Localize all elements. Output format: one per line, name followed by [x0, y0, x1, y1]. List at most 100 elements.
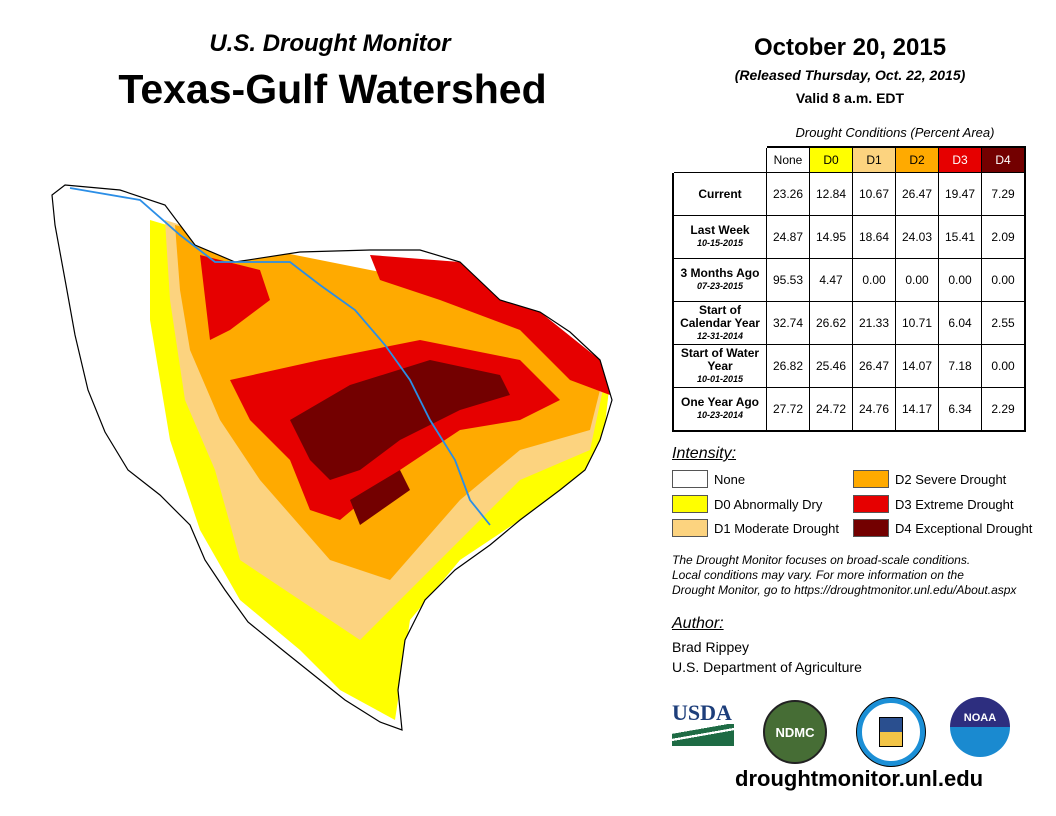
table-cell: 26.82	[766, 344, 810, 388]
noaa-logo-text: NOAA	[963, 712, 997, 724]
table-cell: 14.95	[809, 215, 853, 259]
table-cell: 10.67	[852, 172, 896, 216]
table-cell: 19.47	[938, 172, 982, 216]
table-row: One Year Ago 10-23-2014 27.72 24.72 24.76 14.…	[672, 387, 1026, 432]
row-label-text: Last Week	[690, 223, 750, 237]
table-row: Last Week 10-15-2015 24.87 14.95 18.64 24.03 1…	[672, 215, 1026, 259]
author-org: U.S. Department of Agriculture	[672, 659, 862, 675]
legend-item-none: None	[672, 470, 745, 488]
ndmc-logo-text: NDMC	[775, 724, 815, 740]
row-label: Start of Water Year 10-01-2015	[672, 344, 767, 388]
watershed-map	[51, 184, 613, 731]
table-row: Start of Water Year 10-01-2015 26.82 25.46 2…	[672, 344, 1026, 388]
table-cell: 7.18	[938, 344, 982, 388]
col-d4: D4	[981, 146, 1026, 173]
note-line: The Drought Monitor focuses on broad-sca…	[672, 553, 971, 567]
noaa-logo: NOAA	[950, 697, 1010, 757]
table-cell: 24.76	[852, 387, 896, 432]
table-cell: 26.47	[852, 344, 896, 388]
row-date: 10-23-2014	[696, 410, 744, 420]
table-cell: 2.29	[981, 387, 1026, 432]
table-cell: 24.87	[766, 215, 810, 259]
table-cell: 0.00	[981, 258, 1026, 302]
drought-conditions-table: None D0 D1 D2 D3 D4 Current 23.26 12.84 10.…	[672, 146, 1026, 432]
col-none: None	[766, 146, 810, 173]
row-date: 10-01-2015	[696, 373, 744, 384]
table-cell: 21.33	[852, 301, 896, 345]
website-link[interactable]: droughtmonitor.unl.edu	[735, 766, 984, 791]
table-cell: 10.71	[895, 301, 939, 345]
row-label-text: One Year Ago	[680, 395, 760, 409]
legend-label: D0 Abnormally Dry	[714, 496, 823, 512]
table-cell: 6.04	[938, 301, 982, 345]
col-d0: D0	[809, 146, 853, 173]
table-cell: 95.53	[766, 258, 810, 302]
table-cell: 14.07	[895, 344, 939, 388]
row-label: Last Week 10-15-2015	[672, 215, 767, 259]
table-cell: 32.74	[766, 301, 810, 345]
table-cell: 0.00	[938, 258, 982, 302]
commerce-seal-logo	[857, 698, 925, 766]
legend-label: D4 Exceptional Drought	[895, 520, 1033, 536]
table-cell: 14.17	[895, 387, 939, 432]
table-cell: 24.72	[809, 387, 853, 432]
table-cell: 0.00	[852, 258, 896, 302]
table-row: 3 Months Ago 07-23-2015 95.53 4.47 0.00 0.00 0…	[672, 258, 1026, 302]
table-cell: 27.72	[766, 387, 810, 432]
legend-item-d3: D3 Extreme Drought	[853, 495, 1014, 513]
author-info: Brad Rippey U.S. Department of Agricultu…	[672, 637, 862, 677]
valid-time: Valid 8 a.m. EDT	[795, 90, 905, 106]
legend-label: D2 Severe Drought	[895, 471, 1007, 487]
river-line	[69, 187, 491, 526]
table-cell: 12.84	[809, 172, 853, 216]
row-label-text: Current	[698, 186, 742, 201]
col-d3: D3	[938, 146, 982, 173]
note-line: Drought Monitor, go to https://droughtmo…	[672, 583, 1017, 597]
table-row: Current 23.26 12.84 10.67 26.47 19.47 7.29	[672, 172, 1026, 216]
table-cell: 15.41	[938, 215, 982, 259]
legend-item-d0: D0 Abnormally Dry	[672, 495, 822, 513]
table-cell: 4.47	[809, 258, 853, 302]
table-cell: 25.46	[809, 344, 853, 388]
row-date: 07-23-2015	[696, 281, 744, 291]
table-cell: 7.29	[981, 172, 1026, 216]
table-cell: 18.64	[852, 215, 896, 259]
row-label-text: Start of Calendar Year	[680, 302, 760, 330]
map-date: October 20, 2015	[753, 34, 947, 61]
col-d2: D2	[895, 146, 939, 173]
usda-logo: USDA	[672, 702, 734, 748]
table-cell: 0.00	[895, 258, 939, 302]
row-label-text: 3 Months Ago	[680, 266, 760, 280]
release-date: (Released Thursday, Oct. 22, 2015)	[734, 67, 966, 83]
legend-item-d1: D1 Moderate Drought	[672, 519, 839, 537]
author-name: Brad Rippey	[672, 639, 750, 655]
ndmc-logo: NDMC	[763, 700, 827, 764]
table-cell: 2.55	[981, 301, 1026, 345]
col-d1: D1	[852, 146, 896, 173]
row-label-text: Start of Water Year	[680, 345, 760, 373]
row-label: 3 Months Ago 07-23-2015	[672, 258, 767, 302]
legend-label: D3 Extreme Drought	[895, 496, 1014, 512]
author-title: Author:	[672, 615, 724, 632]
row-label: Current	[672, 172, 767, 216]
legend-label: None	[714, 471, 746, 487]
legend-item-d4: D4 Exceptional Drought	[853, 519, 1032, 537]
d4-area	[290, 360, 510, 525]
row-label: Start of Calendar Year 12-31-2014	[672, 301, 767, 345]
map-title: Texas-Gulf Watershed	[118, 66, 547, 112]
table-row: Start of Calendar Year 12-31-2014 32.74 26.…	[672, 301, 1026, 345]
row-date: 10-15-2015	[696, 238, 744, 248]
table-cell: 2.09	[981, 215, 1026, 259]
usda-logo-text: USDA	[672, 700, 732, 725]
table-cell: 26.47	[895, 172, 939, 216]
note-line: Local conditions may vary. For more info…	[672, 568, 964, 582]
legend-item-d2: D2 Severe Drought	[853, 470, 1006, 488]
table-cell: 24.03	[895, 215, 939, 259]
table-cell: 6.34	[938, 387, 982, 432]
row-date: 12-31-2014	[696, 330, 744, 341]
legend-title: Intensity:	[672, 445, 737, 462]
map-subtitle: U.S. Drought Monitor	[209, 30, 451, 57]
table-cell: 23.26	[766, 172, 810, 216]
disclaimer-note: The Drought Monitor focuses on broad-sca…	[672, 553, 1016, 598]
